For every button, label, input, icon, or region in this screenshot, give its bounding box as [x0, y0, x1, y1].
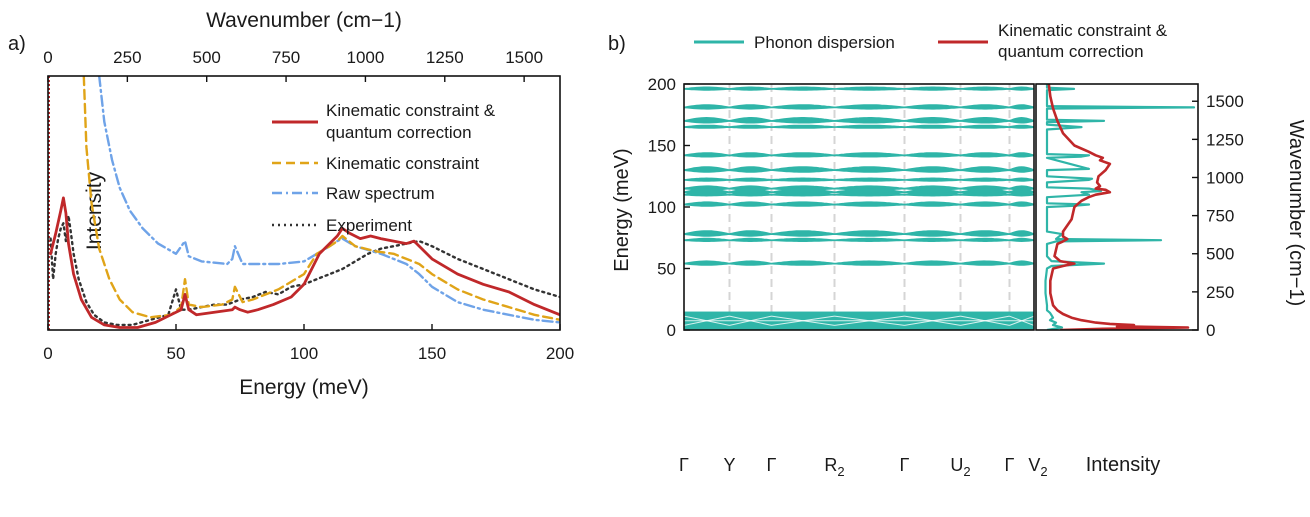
dos-corrected-line	[1047, 84, 1190, 330]
phonon-branch	[684, 237, 1034, 243]
phonon-branch	[684, 230, 1034, 237]
y-tick-label: 150	[648, 137, 676, 156]
panel-a-series	[48, 76, 560, 330]
y-tick-label: 50	[657, 260, 676, 279]
panel-a-ticks: 0 50 100 150 200 0 250 500 750 1000 1250 1500	[43, 48, 574, 363]
dos-phonon-line	[1044, 84, 1196, 330]
y-tick-label: 200	[648, 75, 676, 94]
acoustic-band-line	[834, 315, 905, 326]
series-raw	[98, 76, 560, 324]
top-x-tick-label: 1000	[347, 48, 385, 67]
right-y-tick-label: 750	[1206, 207, 1234, 226]
legend-label-kinematic-quantum-line2: quantum correction	[326, 123, 472, 142]
top-x-tick-label: 1500	[505, 48, 543, 67]
series-kinematic-quantum	[49, 196, 560, 329]
phonon-branch	[684, 166, 1034, 173]
panel-a-label: a)	[8, 33, 26, 55]
acoustic-band-line	[904, 315, 961, 326]
panel-a-x-axis-label: Energy (meV)	[239, 376, 369, 399]
kpoint-label: Γ	[767, 455, 777, 475]
top-x-tick-label: 0	[43, 48, 52, 67]
y-tick-label: 100	[648, 198, 676, 217]
panel-a: a) Wavenumber (cm−1) Intensity Energy (m…	[8, 9, 574, 399]
series-kinematic	[82, 76, 560, 321]
panel-b-phonon-bands	[684, 86, 1034, 330]
panel-b-kpath-lines	[728, 84, 1011, 330]
phonon-branch	[684, 260, 1034, 266]
acoustic-band-line	[771, 315, 835, 326]
y-tick-label: 0	[667, 321, 676, 340]
kpoint-label: Γ	[1005, 455, 1015, 475]
panel-b-dos-frame	[1035, 83, 1199, 331]
kpoint-label: Γ	[679, 455, 689, 475]
acoustic-band-line	[729, 315, 772, 326]
right-y-tick-label: 250	[1206, 283, 1234, 302]
acoustic-band-line	[684, 315, 730, 326]
phonon-branch	[684, 116, 1034, 124]
x-tick-label: 200	[546, 344, 574, 363]
x-tick-label: 150	[418, 344, 446, 363]
phonon-branch	[684, 124, 1034, 129]
phonon-branch	[684, 104, 1034, 110]
legend-label-experiment: Experiment	[326, 216, 412, 235]
right-y-tick-label: 0	[1206, 321, 1215, 340]
right-y-tick-label: 1500	[1206, 92, 1244, 111]
panel-b-dos	[1044, 84, 1196, 330]
top-x-tick-label: 1250	[426, 48, 464, 67]
right-y-tick-label: 500	[1206, 245, 1234, 264]
phonon-branch	[684, 86, 1034, 91]
x-tick-label: 0	[43, 344, 52, 363]
top-x-tick-label: 750	[272, 48, 300, 67]
kpoint-label: V2	[1028, 455, 1047, 479]
panel-b-label: b)	[608, 33, 626, 55]
acoustic-band-line	[1009, 315, 1034, 326]
kpoint-label: R2	[824, 455, 844, 479]
phonon-branch	[684, 152, 1034, 158]
x-tick-label: 100	[290, 344, 318, 363]
panel-a-frame	[47, 75, 561, 331]
panel-b-legend: Phonon dispersion Kinematic constraint &…	[694, 21, 1168, 61]
kpoint-label: Γ	[900, 455, 910, 475]
panel-b-y-axis-label: Energy (meV)	[611, 148, 633, 271]
panel-b-dos-x-label: Intensity	[1086, 454, 1160, 476]
phonon-branch	[684, 192, 1034, 197]
legend-label-phonon: Phonon dispersion	[754, 33, 895, 52]
right-y-tick-label: 1250	[1206, 130, 1244, 149]
acoustic-band-line	[960, 315, 1010, 326]
legend-label-kinematic-quantum-line1: Kinematic constraint &	[326, 101, 496, 120]
panel-a-y-axis-label: Intensity	[83, 171, 106, 250]
x-tick-label: 50	[167, 344, 186, 363]
legend-label-kinematic: Kinematic constraint	[326, 154, 479, 173]
panel-a-legend: Kinematic constraint & quantum correctio…	[272, 101, 496, 235]
top-x-tick-label: 500	[193, 48, 221, 67]
phonon-branch	[684, 177, 1034, 182]
legend-label-corrected-line1: Kinematic constraint &	[998, 21, 1168, 40]
kpoint-label: Y	[723, 455, 735, 475]
top-x-tick-label: 250	[113, 48, 141, 67]
panel-b-dispersion-frame	[683, 83, 1035, 331]
panel-b-right-axis-label: Wavenumber (cm−1)	[1285, 120, 1307, 307]
phonon-branch	[684, 201, 1034, 207]
legend-label-corrected-line2: quantum correction	[998, 42, 1144, 61]
right-y-tick-label: 1000	[1206, 168, 1244, 187]
panel-b-ticks: 0 50 100 150 200 0 250 500 750 1000 1250 1500 Γ Y Γ R2 Γ…	[648, 75, 1244, 479]
panel-a-top-axis-label: Wavenumber (cm−1)	[206, 9, 402, 32]
legend-label-raw: Raw spectrum	[326, 184, 435, 203]
kpoint-label: U2	[950, 455, 970, 479]
panel-b: b) Energy (meV) Wavenumber (cm−1) Intens…	[608, 21, 1307, 479]
